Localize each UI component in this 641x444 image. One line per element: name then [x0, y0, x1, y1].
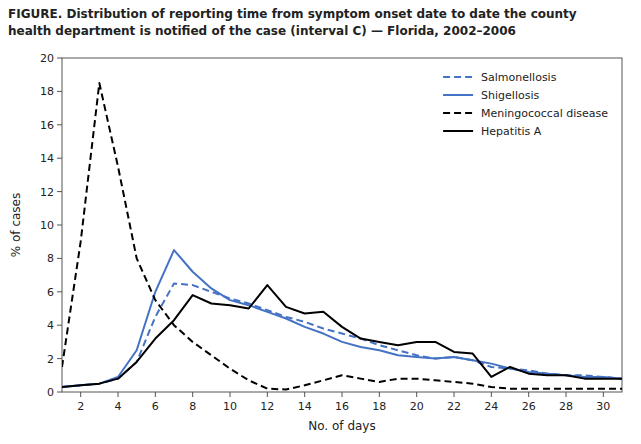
y-tick-label: 12: [40, 186, 54, 199]
y-tick-label: 2: [47, 353, 54, 366]
legend-swatch: [443, 76, 473, 78]
y-tick-label: 16: [40, 119, 54, 132]
series-group: [62, 83, 622, 389]
y-tick: [57, 325, 62, 326]
x-tick-label: 2: [77, 400, 84, 413]
legend-label: Salmonellosis: [481, 71, 557, 84]
y-tick: [57, 158, 62, 159]
x-tick: [155, 392, 156, 397]
y-tick: [57, 58, 62, 59]
y-tick: [57, 191, 62, 192]
y-tick: [57, 358, 62, 359]
legend-swatch: [443, 112, 473, 114]
x-tick-label: 30: [596, 400, 610, 413]
chart: FIGURE. Distribution of reporting time f…: [0, 0, 641, 444]
x-tick-label: 4: [115, 400, 122, 413]
x-tick-label: 14: [298, 400, 312, 413]
y-tick: [57, 392, 62, 393]
title: FIGURE. Distribution of reporting time f…: [8, 7, 577, 21]
legend-swatch: [443, 94, 473, 96]
x-tick: [379, 392, 380, 397]
legend: Salmonellosis Shigellosis Meningococcal di…: [443, 71, 608, 138]
y-axis-label: % of cases: [9, 193, 23, 257]
x-tick: [230, 392, 231, 397]
x-tick-label: 18: [372, 400, 386, 413]
legend-label: Meningococcal disease: [481, 107, 608, 120]
legend-label: Shigellosis: [481, 89, 539, 102]
x-tick: [454, 392, 455, 397]
legend-label: Hepatitis A: [481, 125, 542, 138]
x-tick: [491, 392, 492, 397]
x-tick-label: 16: [335, 400, 349, 413]
y-tick-label: 8: [47, 252, 54, 265]
x-tick: [192, 392, 193, 397]
y-tick: [57, 91, 62, 92]
y-tick: [57, 225, 62, 226]
x-tick-label: 6: [152, 400, 159, 413]
x-tick-label: 28: [559, 400, 573, 413]
x-tick: [80, 392, 81, 397]
x-tick-label: 8: [189, 400, 196, 413]
y-tick: [57, 124, 62, 125]
legend-swatch: [443, 130, 473, 132]
y-tick-label: 14: [40, 152, 54, 165]
series-line: [62, 283, 622, 387]
subtitle: health department is notified of the cas…: [8, 24, 516, 38]
x-tick: [566, 392, 567, 397]
x-tick: [118, 392, 119, 397]
x-tick: [342, 392, 343, 397]
x-tick-label: 24: [484, 400, 498, 413]
x-tick: [304, 392, 305, 397]
x-axis-label: No. of days: [308, 419, 375, 433]
x-tick-label: 12: [260, 400, 274, 413]
x-tick: [528, 392, 529, 397]
plot-frame: [62, 58, 622, 392]
x-tick: [267, 392, 268, 397]
series-line: [62, 83, 622, 389]
y-tick-label: 20: [40, 52, 54, 65]
series-line: [62, 285, 622, 387]
x-tick-label: 20: [410, 400, 424, 413]
y-tick-label: 18: [40, 85, 54, 98]
y-tick-label: 4: [47, 319, 54, 332]
y-tick-label: 6: [47, 286, 54, 299]
x-tick: [603, 392, 604, 397]
x-tick-label: 10: [223, 400, 237, 413]
series-line: [62, 250, 622, 387]
y-tick: [57, 258, 62, 259]
y-tick-label: 0: [47, 386, 54, 399]
x-tick-label: 26: [522, 400, 536, 413]
y-tick: [57, 291, 62, 292]
x-tick-label: 22: [447, 400, 461, 413]
y-tick-label: 10: [40, 219, 54, 232]
x-tick: [416, 392, 417, 397]
